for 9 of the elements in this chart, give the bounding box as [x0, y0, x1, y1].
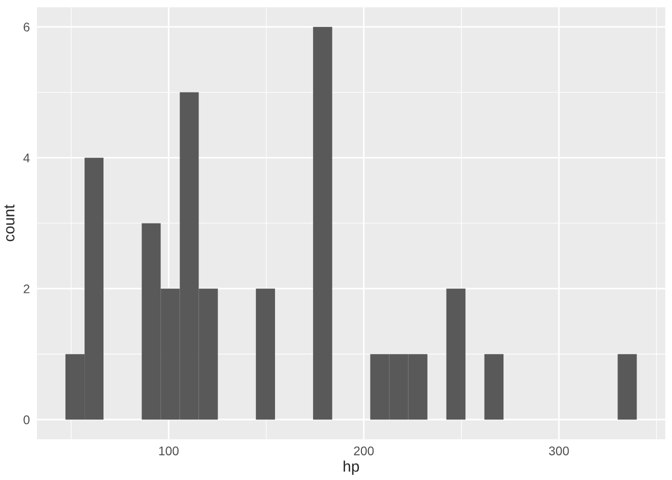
y-tick-label: 2	[24, 284, 30, 294]
y-axis-title: count	[4, 204, 14, 242]
y-tick-label: 6	[24, 22, 30, 32]
x-tick-label: 100	[159, 446, 179, 456]
x-axis-title: hp	[344, 460, 359, 475]
x-tick-label: 300	[548, 446, 569, 456]
y-tick-label: 0	[24, 415, 30, 424]
x-tick-label: 200	[354, 446, 374, 456]
y-tick-label: 4	[23, 154, 30, 162]
